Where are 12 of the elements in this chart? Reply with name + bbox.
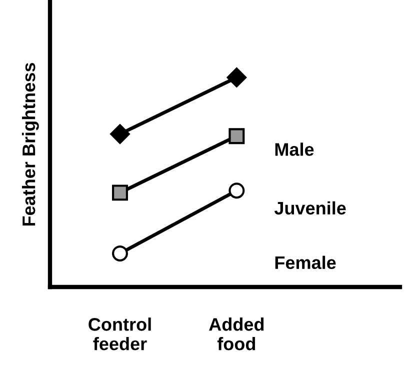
point	[112, 184, 128, 201]
text: Male	[275, 142, 314, 156]
point	[110, 124, 130, 144]
x-tick-label: Control feeder	[88, 318, 151, 350]
text: Female	[275, 256, 336, 270]
point	[226, 68, 247, 88]
point	[228, 128, 245, 144]
point	[228, 182, 245, 199]
text: Juvenile	[274, 201, 346, 215]
x-tick-label: Added food	[209, 318, 264, 350]
y-axis-title: Feather Brightness	[22, 62, 39, 226]
point	[112, 245, 128, 262]
